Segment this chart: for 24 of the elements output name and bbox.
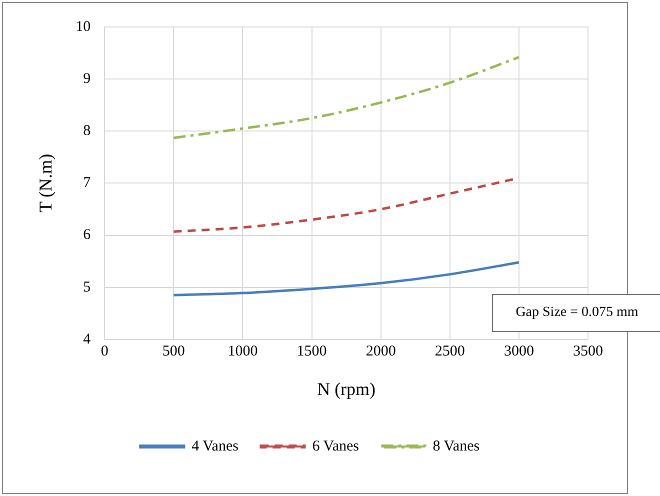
y-tick-label: 10 (76, 18, 91, 35)
y-tick-label: 4 (83, 331, 92, 348)
legend-label: 8 Vanes (432, 438, 480, 454)
y-axis-title: T (N.m) (36, 154, 56, 213)
legend-label: 4 Vanes (192, 438, 239, 454)
y-tick-label: 5 (83, 279, 91, 296)
x-tick-label: 3500 (573, 343, 603, 360)
x-tick-label: 2000 (366, 343, 396, 360)
x-tick-label: 3000 (504, 343, 534, 360)
y-tick-label: 8 (83, 123, 91, 140)
line-series (172, 56, 520, 140)
x-tick-label: 500 (162, 343, 185, 360)
text-box: Gap Size = 0.075 mm (492, 294, 660, 332)
y-tick-label: 9 (83, 71, 91, 88)
y-tick-label: 6 (83, 227, 92, 244)
x-tick-label: 1500 (296, 343, 327, 360)
x-tick-label: 2500 (434, 343, 465, 360)
legend-label: 6 Vanes (312, 438, 360, 454)
x-tick-label: 1000 (228, 343, 258, 360)
x-tick-label: 0 (100, 343, 108, 360)
x-axis-title: N (rpm) (317, 378, 376, 399)
y-tick-label: 7 (83, 175, 92, 192)
line-series (172, 261, 520, 296)
line-series (172, 176, 520, 233)
